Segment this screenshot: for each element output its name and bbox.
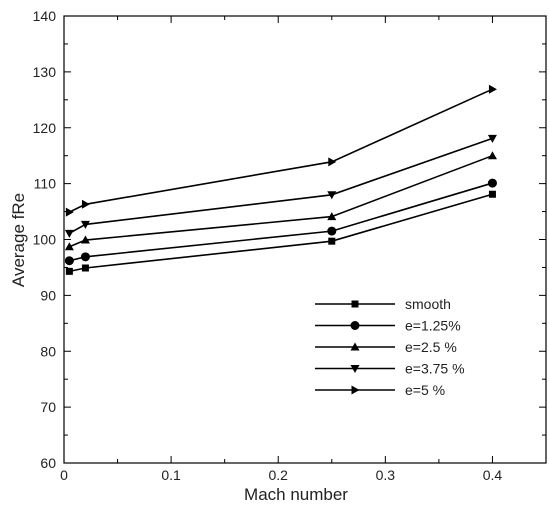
y-tick-label: 130 bbox=[33, 64, 57, 80]
x-axis-title: Mach number bbox=[244, 485, 348, 504]
data-point bbox=[81, 199, 90, 209]
y-tick-label: 100 bbox=[33, 232, 57, 248]
legend-item: e=2.5 % bbox=[315, 339, 457, 355]
series-line bbox=[69, 193, 493, 273]
series-line bbox=[69, 88, 493, 213]
legend-item: e=1.25% bbox=[315, 318, 461, 334]
legend-item: e=5 % bbox=[315, 382, 445, 398]
legend-item: smooth bbox=[315, 296, 451, 312]
data-point bbox=[487, 134, 497, 143]
data-point bbox=[328, 237, 336, 245]
legend-label: smooth bbox=[405, 296, 451, 312]
data-point bbox=[487, 178, 497, 188]
data-point bbox=[488, 84, 497, 94]
legend: smooth e=1.25% e=2.5 % e=3.75 % e=5 % bbox=[315, 296, 465, 398]
series-layer bbox=[64, 84, 497, 275]
legend-label: e=1.25% bbox=[405, 318, 461, 334]
legend-marker bbox=[350, 342, 360, 351]
legend-item: e=3.75 % bbox=[315, 361, 465, 377]
legend-marker bbox=[351, 385, 360, 395]
legend-label: e=5 % bbox=[405, 382, 445, 398]
legend-label: e=2.5 % bbox=[405, 339, 457, 355]
y-tick-label: 60 bbox=[40, 455, 56, 471]
data-point bbox=[487, 151, 497, 160]
y-tick-label: 70 bbox=[40, 399, 56, 415]
series-line bbox=[68, 137, 493, 235]
series-2 bbox=[64, 178, 497, 266]
x-tick-label: 0.4 bbox=[483, 467, 503, 483]
series-4 bbox=[64, 134, 497, 238]
data-point bbox=[80, 252, 90, 262]
y-axis-title: Average fRe bbox=[9, 193, 28, 287]
x-axis-ticks: 0 0.1 0.2 0.3 0.4 bbox=[60, 16, 547, 483]
data-point bbox=[64, 256, 74, 266]
data-point bbox=[64, 242, 74, 251]
series-5 bbox=[65, 84, 497, 217]
y-tick-label: 140 bbox=[33, 8, 57, 24]
data-point bbox=[328, 157, 337, 167]
x-tick-label: 0.1 bbox=[161, 467, 181, 483]
x-tick-label: 0 bbox=[60, 467, 68, 483]
y-tick-label: 110 bbox=[34, 176, 57, 192]
series-line bbox=[69, 182, 493, 262]
y-tick-label: 120 bbox=[33, 120, 57, 136]
y-axis-ticks: 60 70 80 90 100 110 120 130 140 bbox=[33, 8, 546, 471]
plot-border bbox=[63, 15, 547, 464]
legend-marker bbox=[350, 365, 360, 373]
series-3 bbox=[64, 151, 497, 251]
data-point bbox=[65, 207, 74, 217]
series-line bbox=[69, 154, 493, 248]
data-point bbox=[327, 212, 337, 221]
data-point bbox=[488, 190, 496, 198]
legend-label: e=3.75 % bbox=[405, 361, 465, 377]
series-1 bbox=[65, 190, 496, 275]
data-point bbox=[81, 264, 89, 272]
plot-frame bbox=[63, 15, 547, 464]
data-point bbox=[327, 226, 337, 236]
legend-marker bbox=[350, 321, 360, 330]
y-tick-label: 90 bbox=[40, 287, 56, 303]
data-point bbox=[65, 267, 73, 275]
data-point bbox=[64, 229, 74, 238]
x-tick-label: 0.3 bbox=[376, 467, 396, 483]
y-tick-label: 80 bbox=[40, 343, 56, 359]
x-tick-label: 0.2 bbox=[268, 467, 288, 483]
data-point bbox=[80, 220, 90, 229]
legend-marker bbox=[351, 300, 359, 308]
data-point bbox=[80, 235, 90, 244]
data-point bbox=[327, 191, 337, 200]
